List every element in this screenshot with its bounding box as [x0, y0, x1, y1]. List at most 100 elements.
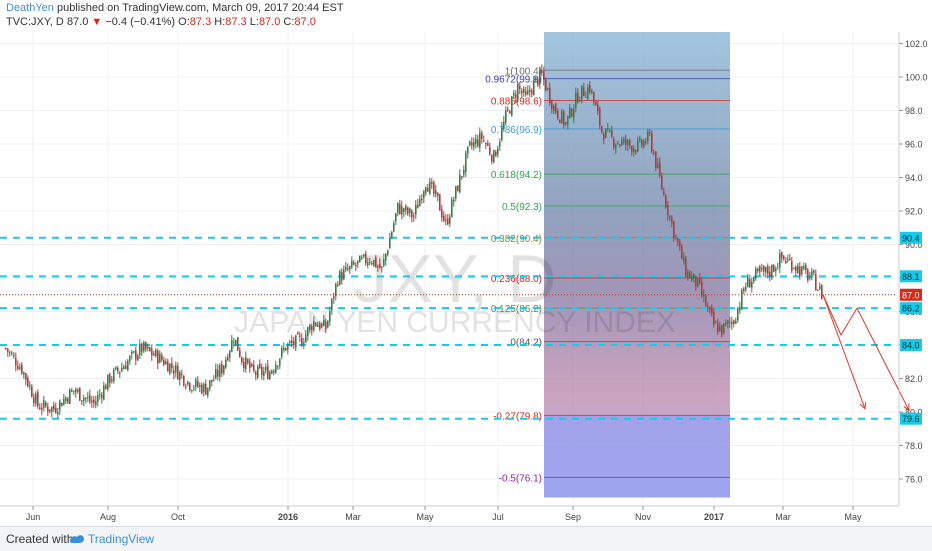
candle-body	[225, 359, 227, 368]
candle-body	[731, 321, 733, 325]
candle-body	[5, 348, 7, 350]
tradingview-brand-link[interactable]: TradingView	[88, 532, 155, 546]
candle-body	[603, 134, 605, 140]
high-value: 87.3	[225, 16, 247, 28]
candle-body	[197, 380, 199, 387]
fib-level-label: 0(84.2)	[510, 338, 542, 349]
candle-body	[143, 342, 145, 352]
candle-body	[781, 252, 783, 258]
candle-body	[355, 264, 357, 266]
candle-body	[495, 151, 497, 157]
candle-body	[753, 276, 755, 282]
projection-arrows	[822, 294, 909, 411]
candle-body	[49, 409, 51, 412]
price-tag	[900, 270, 922, 283]
candle-body	[283, 347, 285, 350]
author-link[interactable]: DeathYen	[6, 2, 54, 14]
publish-info: published on TradingView.com, March 09, …	[56, 2, 344, 14]
candle-body	[69, 389, 71, 405]
candle-body	[477, 139, 479, 147]
candle-body	[415, 204, 417, 215]
candle-body	[347, 268, 349, 270]
candle-body	[215, 368, 217, 379]
candle-body	[163, 360, 165, 366]
candle-body	[585, 96, 587, 98]
ohlc-line: TVC:JXY, D 87.0 ▼ −0.4 (−0.41%) O:87.3 H…	[6, 16, 316, 28]
candle-body	[703, 294, 705, 297]
candle-body	[557, 110, 559, 118]
time-tick-label: Nov	[635, 512, 652, 522]
candle-body	[293, 341, 295, 345]
candle-body	[813, 270, 815, 273]
candle-body	[153, 353, 155, 356]
candle-body	[131, 351, 133, 354]
candle-body	[221, 363, 223, 374]
candle-body	[211, 379, 213, 382]
candle-body	[335, 283, 337, 296]
candle-body	[519, 86, 521, 89]
candle-body	[449, 216, 451, 224]
candle-body	[259, 363, 261, 368]
candle-body	[587, 87, 589, 99]
candle-body	[183, 375, 185, 386]
time-axis[interactable]: Jun Aug Oct 2016 Mar May Jul Sep Nov 2017 Mar May	[0, 505, 899, 522]
price-chart[interactable]: JXY, D JAPAN YEN CURRENCY INDEX 1(100.4)…	[0, 32, 932, 526]
candle-body	[139, 343, 141, 355]
price-axis[interactable]: 76.078.080.082.084.086.088.090.092.094.0…	[898, 32, 928, 506]
candle-body	[105, 385, 107, 390]
candle-body	[665, 195, 667, 208]
candle-body	[295, 335, 297, 348]
candle-body	[721, 324, 723, 335]
candle-body	[787, 259, 789, 261]
candle-body	[297, 332, 299, 335]
candle-body	[771, 264, 773, 278]
candle-body	[487, 143, 489, 146]
candle-body	[79, 387, 81, 401]
candle-body	[501, 127, 503, 141]
candle-body	[805, 265, 807, 271]
candle-body	[543, 70, 545, 80]
candles	[5, 64, 823, 419]
candle-body	[91, 400, 93, 403]
price-tag	[900, 231, 922, 244]
candle-body	[303, 342, 305, 345]
candle-body	[381, 266, 383, 268]
candle-body	[393, 223, 395, 232]
candle-body	[741, 290, 743, 310]
candle-body	[363, 254, 365, 257]
candle-body	[413, 215, 415, 217]
candle-body	[817, 289, 819, 291]
candle-body	[485, 143, 487, 145]
candle-body	[201, 384, 203, 394]
candle-body	[409, 208, 411, 213]
candle-body	[307, 327, 309, 336]
candle-body	[723, 323, 725, 334]
candle-body	[65, 397, 67, 402]
candle-body	[559, 119, 561, 123]
candle-body	[119, 371, 121, 374]
candle-body	[271, 370, 273, 374]
candle-body	[203, 383, 205, 393]
candle-body	[555, 103, 557, 113]
candle-body	[243, 361, 245, 369]
candle-body	[443, 215, 445, 221]
candle-body	[789, 258, 791, 261]
candle-body	[819, 286, 821, 289]
candle-body	[573, 109, 575, 118]
candle-body	[25, 373, 27, 380]
candle-body	[145, 342, 147, 350]
candle-body	[255, 372, 257, 375]
candle-body	[265, 367, 267, 371]
candle-body	[377, 266, 379, 268]
candle-body	[195, 379, 197, 387]
fib-level-label: 0.382(90.4)	[491, 234, 542, 245]
candle-body	[73, 390, 75, 392]
candle-body	[681, 246, 683, 260]
candle-body	[15, 358, 17, 366]
candle-body	[375, 257, 377, 268]
candle-body	[765, 267, 767, 273]
candle-body	[407, 207, 409, 214]
candle-body	[541, 69, 543, 73]
candle-body	[229, 351, 231, 358]
candle-body	[361, 257, 363, 259]
